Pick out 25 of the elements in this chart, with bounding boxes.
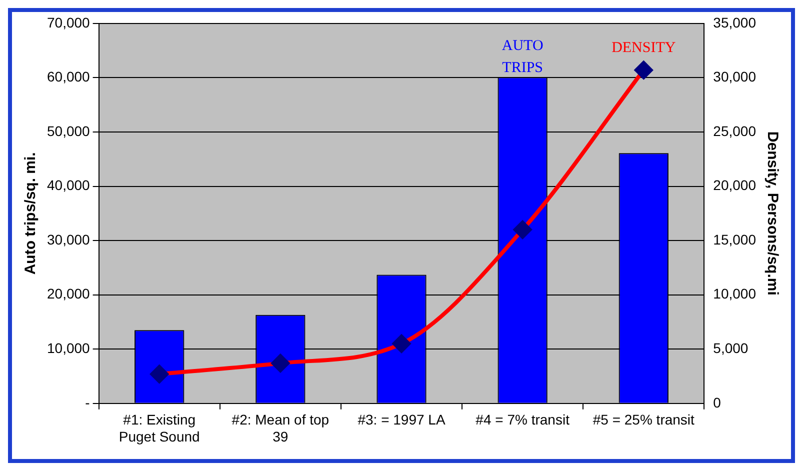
y-axis-title: Auto trips/sq. mi. xyxy=(22,152,40,275)
y2-tick-label: 10,000 xyxy=(713,286,756,302)
y-tick-label: 40,000 xyxy=(46,177,90,194)
y2-tick-label: 15,000 xyxy=(713,231,756,248)
y2-tick-label: 0 xyxy=(713,394,722,410)
x-tick-label: #4 = 7% transit xyxy=(476,412,570,428)
y2-axis-title: Density, Persons/sq.mi xyxy=(764,131,781,296)
y-tick-label: - xyxy=(85,394,90,410)
y2-tick-label: 20,000 xyxy=(713,177,756,194)
x-tick-label: #5 = 25% transit xyxy=(592,412,695,428)
y-tick-label: 70,000 xyxy=(46,14,90,30)
y-tick-label: 50,000 xyxy=(46,122,90,139)
y-tick-label: 30,000 xyxy=(46,231,90,248)
y-tick-label: 10,000 xyxy=(46,340,90,356)
y2-tick-label: 25,000 xyxy=(713,122,756,139)
y-tick-label: 60,000 xyxy=(46,68,90,85)
series-label: DENSITY xyxy=(612,40,676,56)
y-tick-label: 20,000 xyxy=(46,286,90,302)
y2-tick-label: 5,000 xyxy=(713,340,748,356)
y2-tick-label: 30,000 xyxy=(713,68,756,85)
x-tick-label: #2: Mean of top 39 xyxy=(232,412,330,444)
x-tick-label: #3: = 1997 LA xyxy=(358,412,446,428)
y2-tick-label: 35,000 xyxy=(713,14,756,30)
series-label: AUTO TRIPS xyxy=(502,38,544,76)
x-tick-label: #1: Existing Puget Sound xyxy=(118,412,200,444)
